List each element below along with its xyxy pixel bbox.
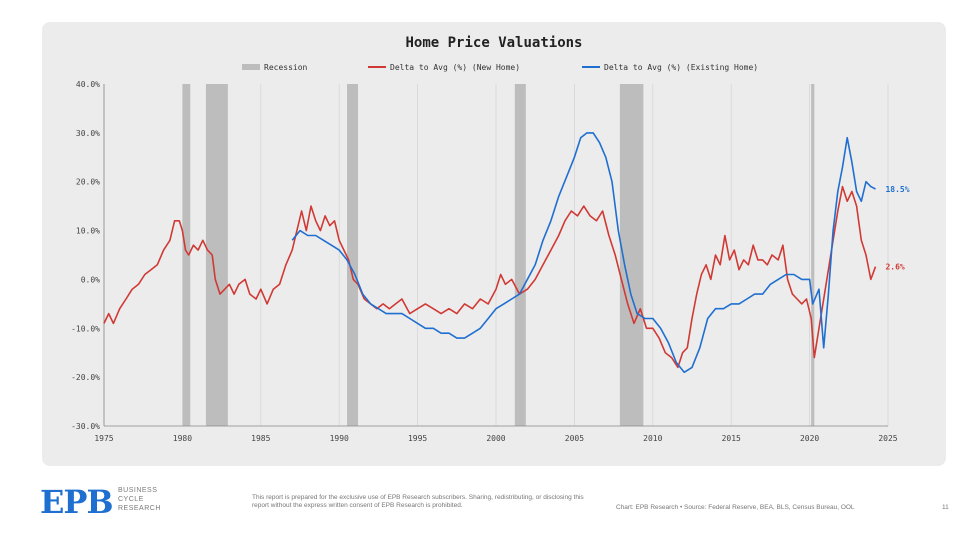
recession-band bbox=[182, 84, 191, 426]
recession-bands bbox=[182, 84, 815, 426]
x-tick-label: 2010 bbox=[643, 434, 662, 443]
footer: EPB BUSINESS CYCLE RESEARCH This report … bbox=[0, 478, 975, 538]
y-tick-label: 30.0% bbox=[76, 129, 100, 138]
logo-sub-line: RESEARCH bbox=[118, 505, 161, 512]
x-tick-label: 1990 bbox=[330, 434, 349, 443]
x-tick-label: 1980 bbox=[173, 434, 192, 443]
y-tick-label: -20.0% bbox=[71, 373, 100, 382]
end-labels: 2.6% 18.5% bbox=[885, 185, 909, 272]
y-tick-label: -30.0% bbox=[71, 422, 100, 431]
source-text: Chart: EPB Research • Source: Federal Re… bbox=[616, 504, 855, 511]
chart-card: Home Price Valuations Recession Delta to … bbox=[42, 22, 946, 466]
y-tick-label: -10.0% bbox=[71, 324, 100, 333]
x-tick-label: 2025 bbox=[878, 434, 897, 443]
y-tick-label: 40.0% bbox=[76, 80, 100, 89]
x-tick-label: 2000 bbox=[486, 434, 505, 443]
x-tick-label: 2015 bbox=[722, 434, 741, 443]
logo-sub-line: CYCLE bbox=[118, 496, 144, 503]
series-line-existing-home bbox=[291, 132, 876, 374]
chart-title: Home Price Valuations bbox=[405, 35, 582, 51]
y-tick-label: 0.0% bbox=[81, 275, 100, 284]
recession-band bbox=[811, 84, 815, 426]
epb-logo: EPB bbox=[40, 483, 113, 521]
x-tick-label: 1995 bbox=[408, 434, 427, 443]
line-chart: Home Price Valuations Recession Delta to … bbox=[71, 35, 910, 443]
recession-band bbox=[619, 84, 644, 426]
x-tick-label: 2020 bbox=[800, 434, 819, 443]
x-tick-label: 2005 bbox=[565, 434, 584, 443]
logo-sub-line: BUSINESS bbox=[118, 487, 158, 494]
recession-band bbox=[514, 84, 526, 426]
legend-label: Delta to Avg (%) (Existing Home) bbox=[604, 63, 758, 72]
series-line-new-home bbox=[103, 185, 877, 369]
y-tick-label: 10.0% bbox=[76, 227, 100, 236]
series-end-label: 2.6% bbox=[885, 263, 904, 272]
legend-label: Recession bbox=[264, 63, 308, 72]
series-lines bbox=[103, 132, 877, 374]
axes: 1975 1980 1985 1990 1995 2000 2005 2010 2015 2020… bbox=[71, 80, 898, 443]
recession-band bbox=[205, 84, 228, 426]
logo-subtitle: BUSINESS CYCLE RESEARCH bbox=[118, 486, 188, 513]
legend-label: Delta to Avg (%) (New Home) bbox=[390, 63, 520, 72]
x-tick-label: 1975 bbox=[94, 434, 113, 443]
page-number: 11 bbox=[942, 504, 949, 511]
y-tick-label: 20.0% bbox=[76, 178, 100, 187]
series-end-label: 18.5% bbox=[885, 185, 909, 194]
legend-swatch-recession bbox=[242, 64, 260, 70]
x-tick-label: 1985 bbox=[251, 434, 270, 443]
recession-band bbox=[347, 84, 359, 426]
disclaimer-text: This report is prepared for the exclusiv… bbox=[252, 494, 584, 509]
chart-legend: Recession Delta to Avg (%) (New Home) Delt… bbox=[242, 63, 758, 72]
